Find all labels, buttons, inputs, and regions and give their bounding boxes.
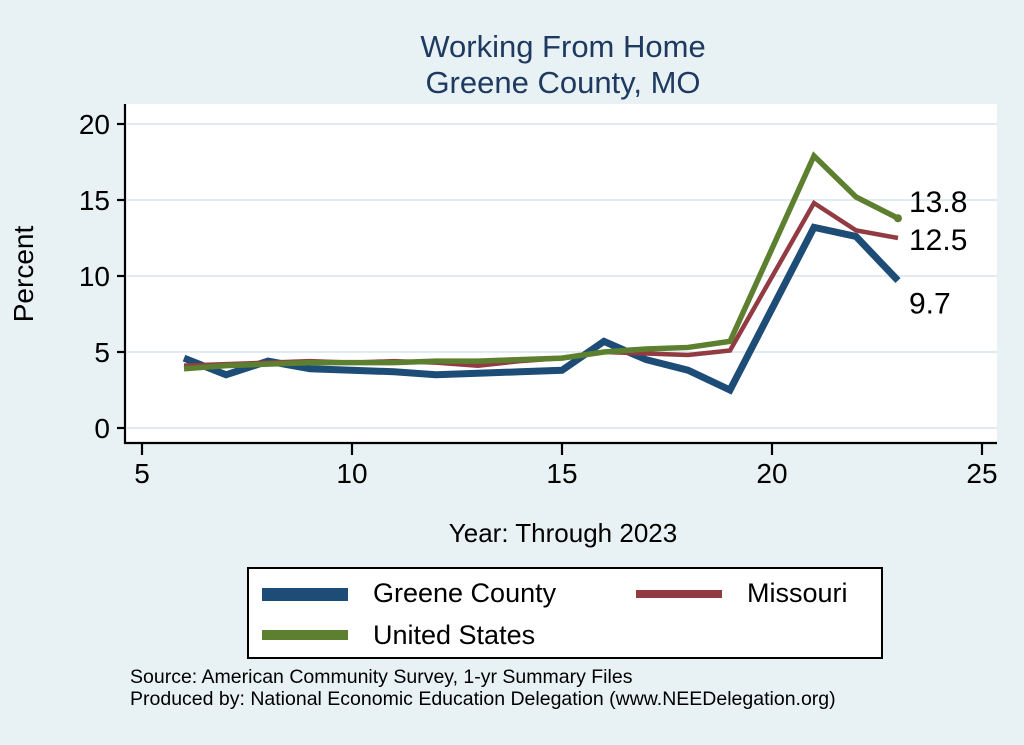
legend-swatch-missouri xyxy=(636,590,722,598)
produced-by-line: Produced by: National Economic Education… xyxy=(130,688,836,710)
series-end-marker-united-states xyxy=(894,214,902,223)
x-tick-label-15: 15 xyxy=(546,458,577,489)
end-value-label-greene-county: 9.7 xyxy=(909,288,951,321)
x-axis-title: Year: Through 2023 xyxy=(448,518,678,548)
legend-swatch-united-states xyxy=(262,630,348,640)
legend-swatch-greene-county xyxy=(262,588,348,601)
legend-label-united-states: United States xyxy=(373,620,536,650)
series-line-greene-county xyxy=(182,223,901,395)
plot-area xyxy=(125,104,997,443)
end-value-label-missouri: 12.5 xyxy=(909,224,967,257)
chart-title-line2: Greene County, MO xyxy=(425,65,701,100)
end-value-label-united-states: 13.8 xyxy=(909,186,967,219)
legend: Greene County Missouri United States xyxy=(247,567,883,659)
x-tick-label-10: 10 xyxy=(336,458,367,489)
y-tick-label-5: 5 xyxy=(94,337,110,368)
x-tick-label-25: 25 xyxy=(966,458,997,489)
legend-label-greene-county: Greene County xyxy=(373,578,557,608)
source-line: Source: American Community Survey, 1-yr … xyxy=(130,666,633,688)
legend-label-missouri: Missouri xyxy=(747,578,848,608)
x-tick-label-20: 20 xyxy=(756,458,787,489)
y-tick-label-15: 15 xyxy=(79,185,110,216)
series-line-united-states xyxy=(183,151,900,372)
chart-title-line1: Working From Home xyxy=(420,29,706,64)
y-axis-title: Percent xyxy=(8,225,39,323)
y-tick-label-0: 0 xyxy=(94,413,110,444)
y-tick-label-20: 20 xyxy=(79,109,110,140)
y-tick-label-10: 10 xyxy=(79,261,110,292)
x-tick-label-5: 5 xyxy=(134,458,150,489)
source-notes: Source: American Community Survey, 1-yr … xyxy=(130,666,836,710)
